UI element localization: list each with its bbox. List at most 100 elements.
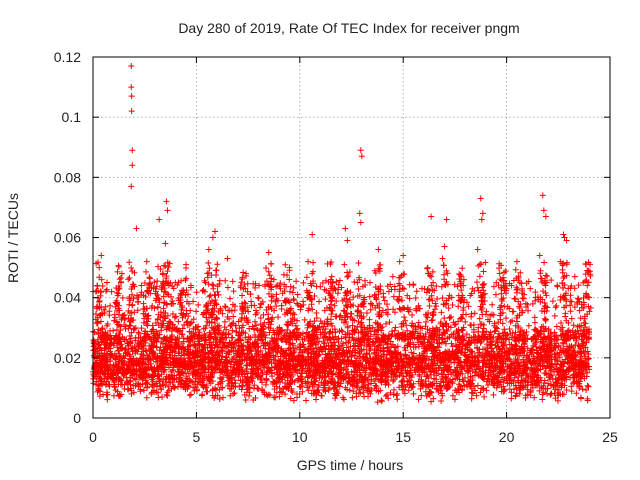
data-point: [531, 394, 538, 401]
data-point: [186, 392, 193, 399]
data-point: [401, 314, 408, 321]
data-point: [339, 328, 346, 335]
data-point: [506, 325, 513, 332]
data-point: [275, 314, 282, 321]
data-point: [104, 389, 111, 396]
data-point: [217, 374, 224, 381]
data-point: [293, 278, 300, 285]
data-point: [177, 356, 184, 363]
data-point: [236, 383, 243, 390]
data-point: [540, 389, 547, 396]
data-point: [163, 379, 170, 386]
data-point: [433, 385, 440, 392]
data-point: [257, 315, 264, 322]
data-point: [276, 385, 283, 392]
data-point: [483, 308, 490, 315]
data-point: [213, 349, 220, 356]
data-point: [553, 302, 560, 309]
data-point: [305, 387, 312, 394]
data-point: [289, 389, 296, 396]
data-point: [134, 380, 141, 387]
data-point: [467, 322, 474, 329]
data-point: [527, 285, 534, 292]
data-point: [468, 395, 475, 402]
data-point: [481, 393, 488, 400]
data-point: [171, 384, 178, 391]
data-point: [551, 312, 558, 319]
data-point: [155, 394, 162, 401]
data-point: [394, 390, 401, 397]
data-point: [136, 330, 143, 337]
data-point: [219, 394, 226, 401]
data-point: [438, 390, 445, 397]
data-point: [269, 373, 276, 380]
data-point: [478, 385, 485, 392]
data-point: [361, 393, 368, 400]
data-point: [392, 324, 399, 331]
data-point: [226, 295, 233, 302]
data-point: [392, 372, 399, 379]
data-point: [175, 318, 182, 325]
data-point: [516, 352, 523, 359]
data-point: [140, 319, 147, 326]
data-point: [239, 383, 246, 390]
data-point: [128, 345, 135, 352]
data-point: [248, 298, 255, 305]
data-point: [363, 350, 370, 357]
data-point: [367, 380, 374, 387]
data-point: [229, 278, 236, 285]
data-point: [393, 392, 400, 399]
data-point: [506, 386, 513, 393]
data-point: [227, 392, 234, 399]
data-point: [549, 298, 556, 305]
data-point: [190, 384, 197, 391]
data-point: [224, 284, 231, 291]
data-point: [476, 315, 483, 322]
data-point: [508, 395, 515, 402]
data-point: [434, 386, 441, 393]
data-point: [163, 391, 170, 398]
data-point: [185, 339, 192, 346]
data-point: [483, 387, 490, 394]
data-point: [367, 390, 374, 397]
data-point: [474, 363, 481, 370]
data-point: [394, 396, 401, 403]
data-point: [313, 283, 320, 290]
data-point: [346, 330, 353, 337]
data-point: [123, 379, 130, 386]
data-point: [524, 386, 531, 393]
data-point: [302, 397, 309, 404]
data-point: [474, 382, 481, 389]
data-point: [378, 398, 385, 405]
data-point: [401, 390, 408, 397]
data-point: [264, 392, 271, 399]
data-point: [273, 348, 280, 355]
data-points: [90, 63, 594, 406]
data-point: [390, 376, 397, 383]
data-point: [438, 397, 445, 404]
data-point: [287, 395, 294, 402]
data-point: [231, 339, 238, 346]
data-point: [230, 390, 237, 397]
data-point: [409, 312, 416, 319]
data-point: [198, 392, 205, 399]
data-point: [568, 298, 575, 305]
data-point: [374, 399, 381, 406]
data-point: [448, 340, 455, 347]
data-point: [584, 369, 591, 376]
data-point: [533, 347, 540, 354]
data-point: [522, 394, 529, 401]
data-point: [567, 308, 574, 315]
data-point: [276, 393, 283, 400]
data-point: [477, 389, 484, 396]
data-point: [400, 373, 407, 380]
data-point: [541, 380, 548, 387]
data-point: [413, 288, 420, 295]
data-point: [313, 310, 320, 317]
data-point: [415, 396, 422, 403]
data-point: [107, 302, 114, 309]
data-point: [231, 390, 238, 397]
data-point: [241, 391, 248, 398]
data-point: [138, 325, 145, 332]
data-point: [322, 296, 329, 303]
